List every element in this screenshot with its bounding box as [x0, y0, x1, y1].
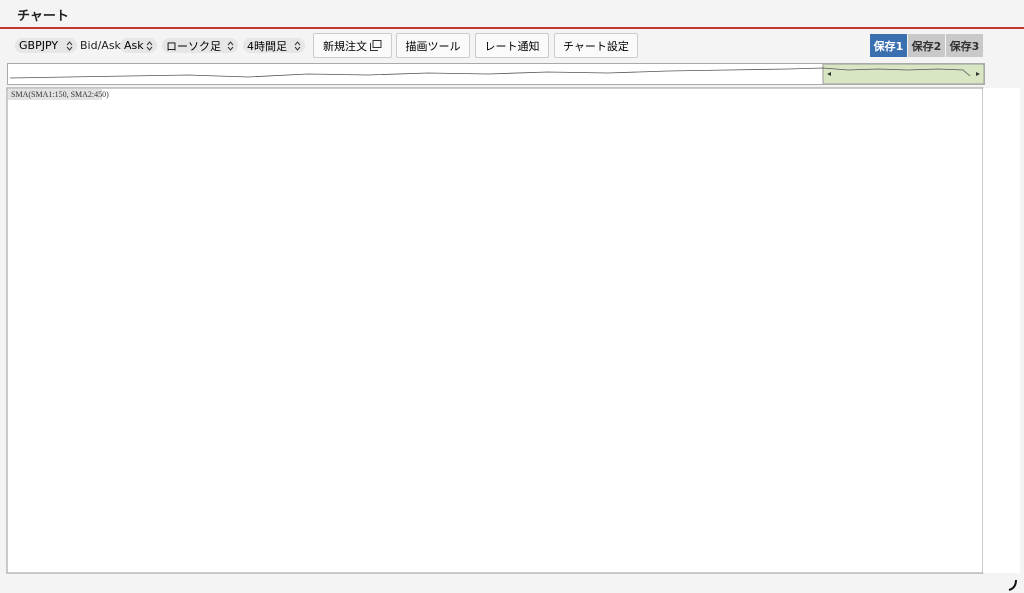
- y-axis-area: [983, 88, 1020, 573]
- new-order-button[interactable]: 新規注文: [313, 33, 392, 58]
- indicator-label: SMA(SMA1:150, SMA2:450): [11, 90, 109, 99]
- chart-style: ローソク足: [166, 39, 221, 53]
- save-slot[interactable]: 保存1: [870, 34, 907, 57]
- select-icon: [66, 40, 73, 51]
- price-side-label: Bid/Ask: [80, 39, 121, 52]
- window-icon: [370, 40, 382, 51]
- symbol-select[interactable]: GBPJPY: [15, 38, 77, 53]
- navigator-window[interactable]: [822, 63, 985, 85]
- button-label: 新規注文: [323, 39, 367, 53]
- corner-icon: [1008, 579, 1017, 591]
- button-label: レート通知: [484, 39, 540, 53]
- navigator-graph: [9, 63, 985, 85]
- navigator[interactable]: [7, 63, 985, 85]
- navigator-line: [9, 67, 971, 79]
- page-title: チャート: [17, 9, 69, 24]
- indicator-box: [8, 89, 102, 100]
- timeframe-select[interactable]: 4時間足: [243, 38, 305, 53]
- drawing-tools-button[interactable]: 描画ツール: [396, 33, 470, 58]
- chart: SMA(SMA1:150, SMA2:450): [6, 87, 1020, 591]
- chart-settings-button[interactable]: チャート設定: [554, 33, 638, 58]
- rate-alert-button[interactable]: レート通知: [475, 33, 549, 58]
- button-label: 描画ツール: [405, 39, 461, 53]
- header: チャート: [0, 0, 1024, 29]
- button-label: チャート設定: [563, 39, 629, 53]
- timeframe: 4時間足: [247, 39, 287, 53]
- select-icon: [146, 40, 153, 51]
- price-side: Ask: [124, 39, 144, 52]
- select-icon: [294, 40, 301, 51]
- select-icon: [227, 40, 234, 51]
- save-slot[interactable]: 保存2: [908, 34, 945, 57]
- chart-style-select[interactable]: ローソク足: [162, 38, 238, 53]
- price-side-select[interactable]: Ask: [120, 38, 157, 53]
- save-slot[interactable]: 保存3: [946, 34, 983, 57]
- symbol: GBPJPY: [19, 39, 59, 52]
- plot-area: [6, 87, 984, 574]
